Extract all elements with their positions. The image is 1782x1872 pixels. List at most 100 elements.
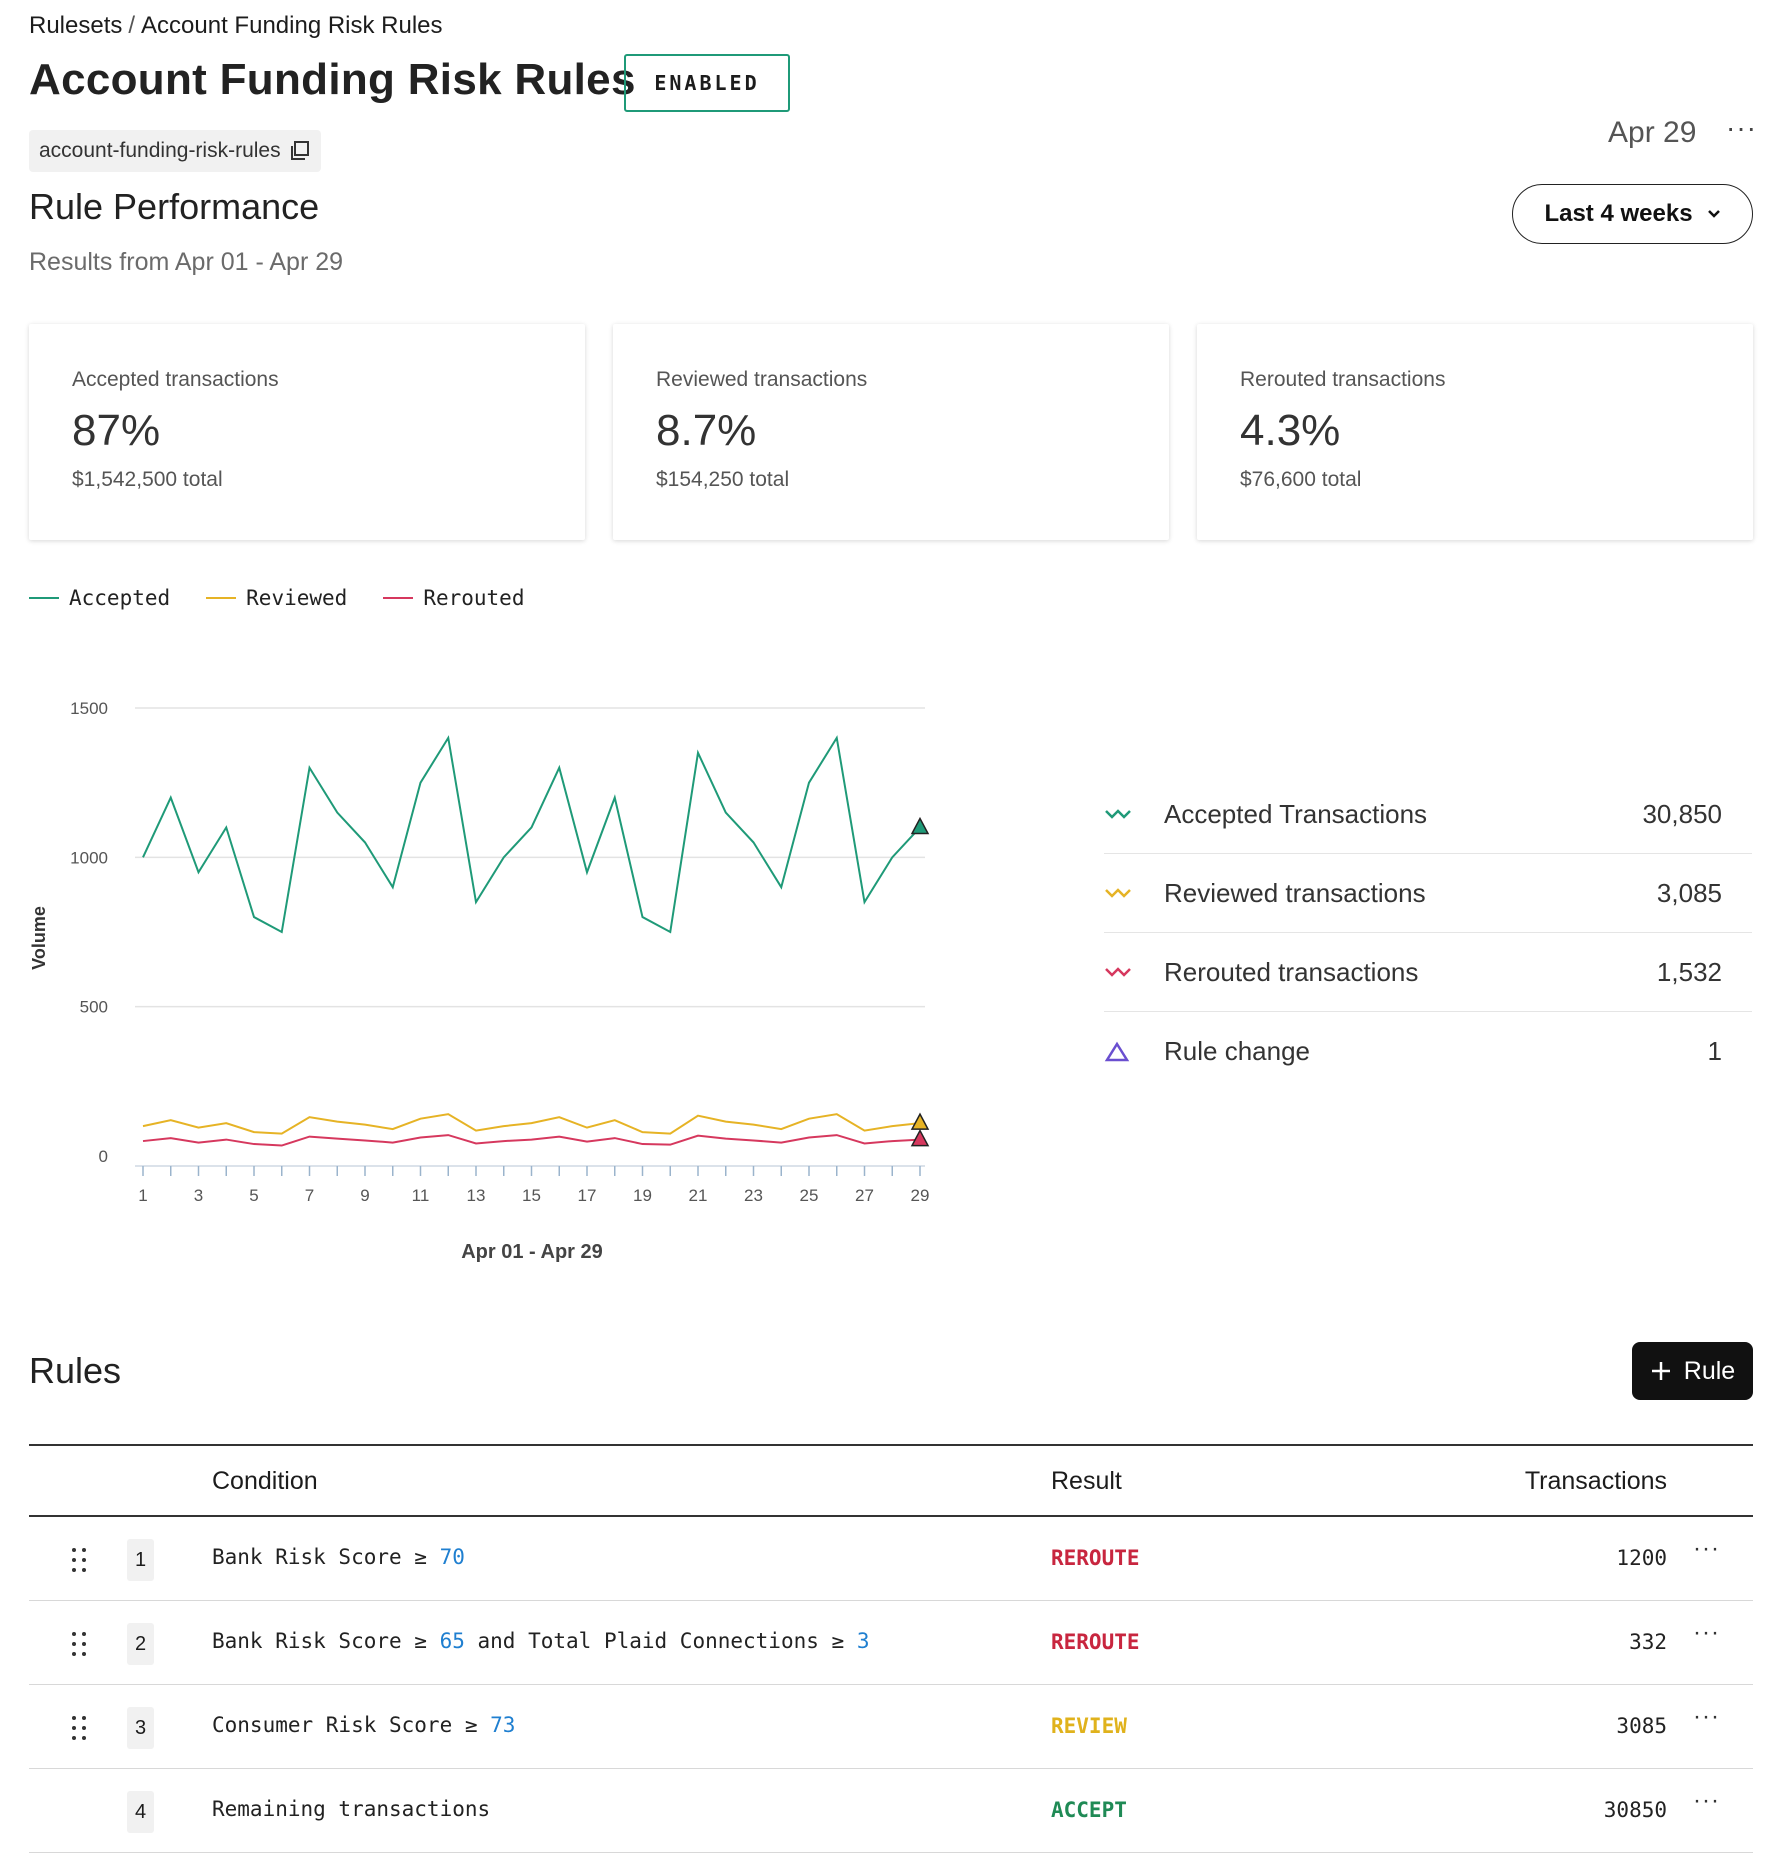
stat-total: $76,600 total	[1240, 468, 1362, 491]
stat-value: 8.7%	[656, 406, 757, 455]
rule-number: 4	[127, 1791, 154, 1833]
add-rule-label: Rule	[1683, 1356, 1736, 1385]
legend-reviewed[interactable]: Reviewed	[206, 586, 347, 610]
rule-transactions: 30850	[1603, 1798, 1667, 1822]
stat-total: $1,542,500 total	[72, 468, 223, 491]
rules-table: Condition Result Transactions 1 Bank Ris…	[29, 1444, 1753, 1853]
x-tick-label: 29	[911, 1186, 930, 1205]
stat-card-reviewed: Reviewed transactions 8.7% $154,250 tota…	[613, 324, 1169, 540]
series-line-reviewed	[142, 1113, 921, 1135]
legend-swatch-accepted	[29, 597, 59, 599]
x-tick-label: 7	[305, 1186, 314, 1205]
condition-text: Bank Risk Score ≥	[212, 1629, 440, 1653]
x-tick-label: 23	[744, 1186, 763, 1205]
trend-accepted-icon	[1104, 807, 1164, 821]
legend-rerouted[interactable]: Rerouted	[383, 586, 524, 610]
rule-condition: Bank Risk Score ≥ 70	[212, 1545, 465, 1569]
x-tick-label: 17	[578, 1186, 597, 1205]
performance-title: Rule Performance	[29, 186, 320, 227]
y-tick-label: 500	[80, 998, 108, 1017]
x-tick-label: 21	[689, 1186, 708, 1205]
chevron-down-icon	[1707, 210, 1720, 218]
y-tick-label: 1000	[70, 848, 108, 867]
x-tick-label: 27	[855, 1186, 874, 1205]
legend-label: Rerouted	[423, 586, 525, 610]
rule-transactions: 332	[1629, 1630, 1667, 1654]
table-row[interactable]: 3 Consumer Risk Score ≥ 73 REVIEW 3085 ·…	[29, 1685, 1753, 1769]
y-tick-label: 1500	[70, 699, 108, 718]
x-tick-label: 15	[522, 1186, 541, 1205]
rule-transactions: 1200	[1616, 1546, 1667, 1570]
summary-row-reviewed: Reviewed transactions 3,085	[1104, 854, 1752, 933]
drag-handle-icon[interactable]	[71, 1547, 87, 1573]
legend-swatch-rerouted	[383, 597, 414, 599]
performance-subtitle: Results from Apr 01 - Apr 29	[29, 248, 344, 276]
chart-legend: Accepted Reviewed Rerouted	[29, 586, 524, 610]
drag-handle-icon[interactable]	[71, 1631, 87, 1657]
rule-change-marker	[910, 1112, 930, 1130]
condition-value: 73	[490, 1713, 516, 1737]
summary-row-accepted: Accepted Transactions 30,850	[1104, 775, 1752, 854]
slug-text: account-funding-risk-rules	[39, 139, 281, 162]
summary-value: 30,850	[1642, 798, 1722, 829]
breadcrumb-separator: /	[128, 12, 136, 39]
rule-result: REROUTE	[1051, 1630, 1140, 1654]
stat-label: Rerouted transactions	[1240, 368, 1446, 391]
x-tick-label: 9	[360, 1186, 369, 1205]
stat-card-accepted: Accepted transactions 87% $1,542,500 tot…	[29, 324, 585, 540]
column-result: Result	[1051, 1467, 1122, 1495]
summary-name: Rule change	[1164, 1036, 1310, 1066]
legend-accepted[interactable]: Accepted	[29, 586, 170, 610]
row-more-icon[interactable]: ···	[1693, 1703, 1720, 1730]
row-more-icon[interactable]: ···	[1693, 1787, 1720, 1814]
stat-total: $154,250 total	[656, 468, 790, 491]
series-line-accepted	[142, 735, 921, 934]
date-range-select[interactable]: Last 4 weeks	[1512, 184, 1753, 244]
breadcrumb-rulesets-link[interactable]: Rulesets	[29, 12, 123, 39]
summary-value: 1,532	[1656, 956, 1722, 987]
x-axis-title: Apr 01 - Apr 29	[461, 1241, 603, 1263]
y-axis-title: Volume	[29, 906, 49, 970]
table-row[interactable]: 4 Remaining transactions ACCEPT 30850 ··…	[29, 1769, 1753, 1853]
condition-text: and Total Plaid Connections ≥	[464, 1629, 857, 1653]
x-tick-label: 25	[800, 1186, 819, 1205]
column-transactions: Transactions	[1524, 1467, 1667, 1495]
rule-condition: Bank Risk Score ≥ 65 and Total Plaid Con…	[212, 1629, 869, 1653]
rule-condition: Remaining transactions	[212, 1797, 490, 1821]
rule-number: 2	[127, 1623, 154, 1665]
plus-icon	[1651, 1362, 1670, 1380]
breadcrumb-current: Account Funding Risk Rules	[141, 12, 443, 39]
condition-value: 3	[856, 1629, 870, 1653]
rule-transactions: 3085	[1616, 1714, 1667, 1738]
summary-row-rerouted: Rerouted transactions 1,532	[1104, 933, 1752, 1012]
drag-handle-icon[interactable]	[71, 1715, 87, 1741]
triangle-icon	[1104, 1041, 1164, 1063]
rules-title: Rules	[29, 1350, 122, 1391]
rule-number: 1	[127, 1539, 154, 1581]
x-tick-label: 5	[249, 1186, 258, 1205]
page-title: Account Funding Risk Rules	[29, 55, 636, 104]
trend-rerouted-icon	[1104, 965, 1164, 979]
stat-label: Accepted transactions	[72, 368, 279, 391]
condition-text: Consumer Risk Score ≥	[212, 1713, 491, 1737]
table-row[interactable]: 1 Bank Risk Score ≥ 70 REROUTE 1200 ···	[29, 1517, 1753, 1601]
series-line-rerouted	[142, 1134, 921, 1147]
copy-icon[interactable]	[289, 140, 311, 162]
table-row[interactable]: 2 Bank Risk Score ≥ 65 and Total Plaid C…	[29, 1601, 1753, 1685]
add-rule-button[interactable]: Rule	[1632, 1342, 1753, 1400]
legend-label: Reviewed	[246, 586, 348, 610]
x-tick-label: 1	[138, 1186, 147, 1205]
header-date: Apr 29	[1608, 116, 1697, 149]
column-condition: Condition	[212, 1467, 318, 1495]
more-options-icon[interactable]: ···	[1726, 112, 1757, 143]
rule-result: REROUTE	[1051, 1546, 1140, 1570]
row-more-icon[interactable]: ···	[1693, 1535, 1720, 1562]
status-badge: ENABLED	[624, 54, 790, 112]
ruleset-slug[interactable]: account-funding-risk-rules	[29, 130, 321, 172]
rules-table-header: Condition Result Transactions	[29, 1444, 1753, 1517]
row-more-icon[interactable]: ···	[1693, 1619, 1720, 1646]
y-tick-label: 0	[99, 1147, 108, 1166]
stat-card-rerouted: Rerouted transactions 4.3% $76,600 total	[1197, 324, 1753, 540]
summary-value: 3,085	[1656, 877, 1722, 908]
